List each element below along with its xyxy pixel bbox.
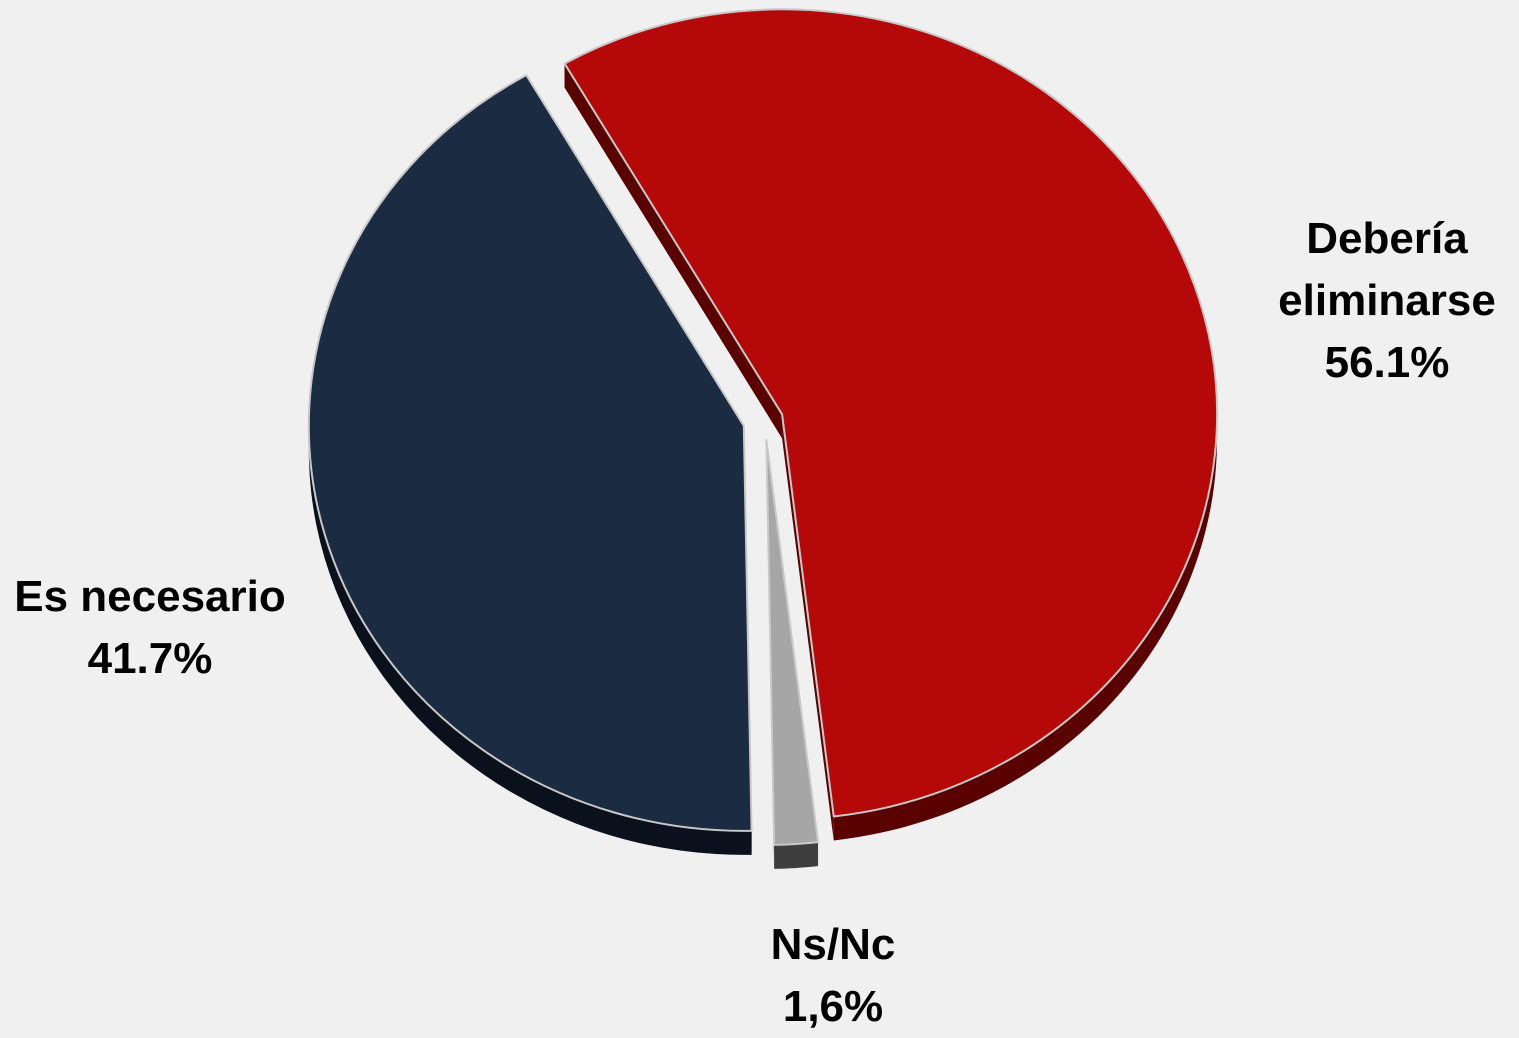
pie-slice-ns-nc [765, 438, 820, 846]
pie-slice-es-necesario [307, 74, 753, 832]
slice-label-line: eliminarse [1278, 276, 1496, 325]
slice-label-line: Es necesario [14, 572, 286, 621]
pie-tops [307, 8, 1219, 846]
slice-label-ns-nc: Ns/Nc 1,6% [733, 914, 933, 1038]
slice-value: 1,6% [782, 982, 884, 1031]
pie-slice-side-ns-nc [774, 842, 819, 869]
slice-label-line: Debería [1306, 214, 1468, 263]
pie-slice-edge-deber-a-eliminarse [564, 63, 783, 439]
slice-label-deberia-eliminarse: Debería eliminarse 56.1% [1262, 208, 1512, 394]
slice-value: 56.1% [1324, 338, 1450, 387]
slice-label-line: Ns/Nc [770, 920, 896, 969]
pie-slice-deber-a-eliminarse [563, 8, 1219, 818]
slice-value: 41.7% [87, 634, 213, 683]
slice-label-es-necesario: Es necesario 41.7% [0, 566, 300, 690]
